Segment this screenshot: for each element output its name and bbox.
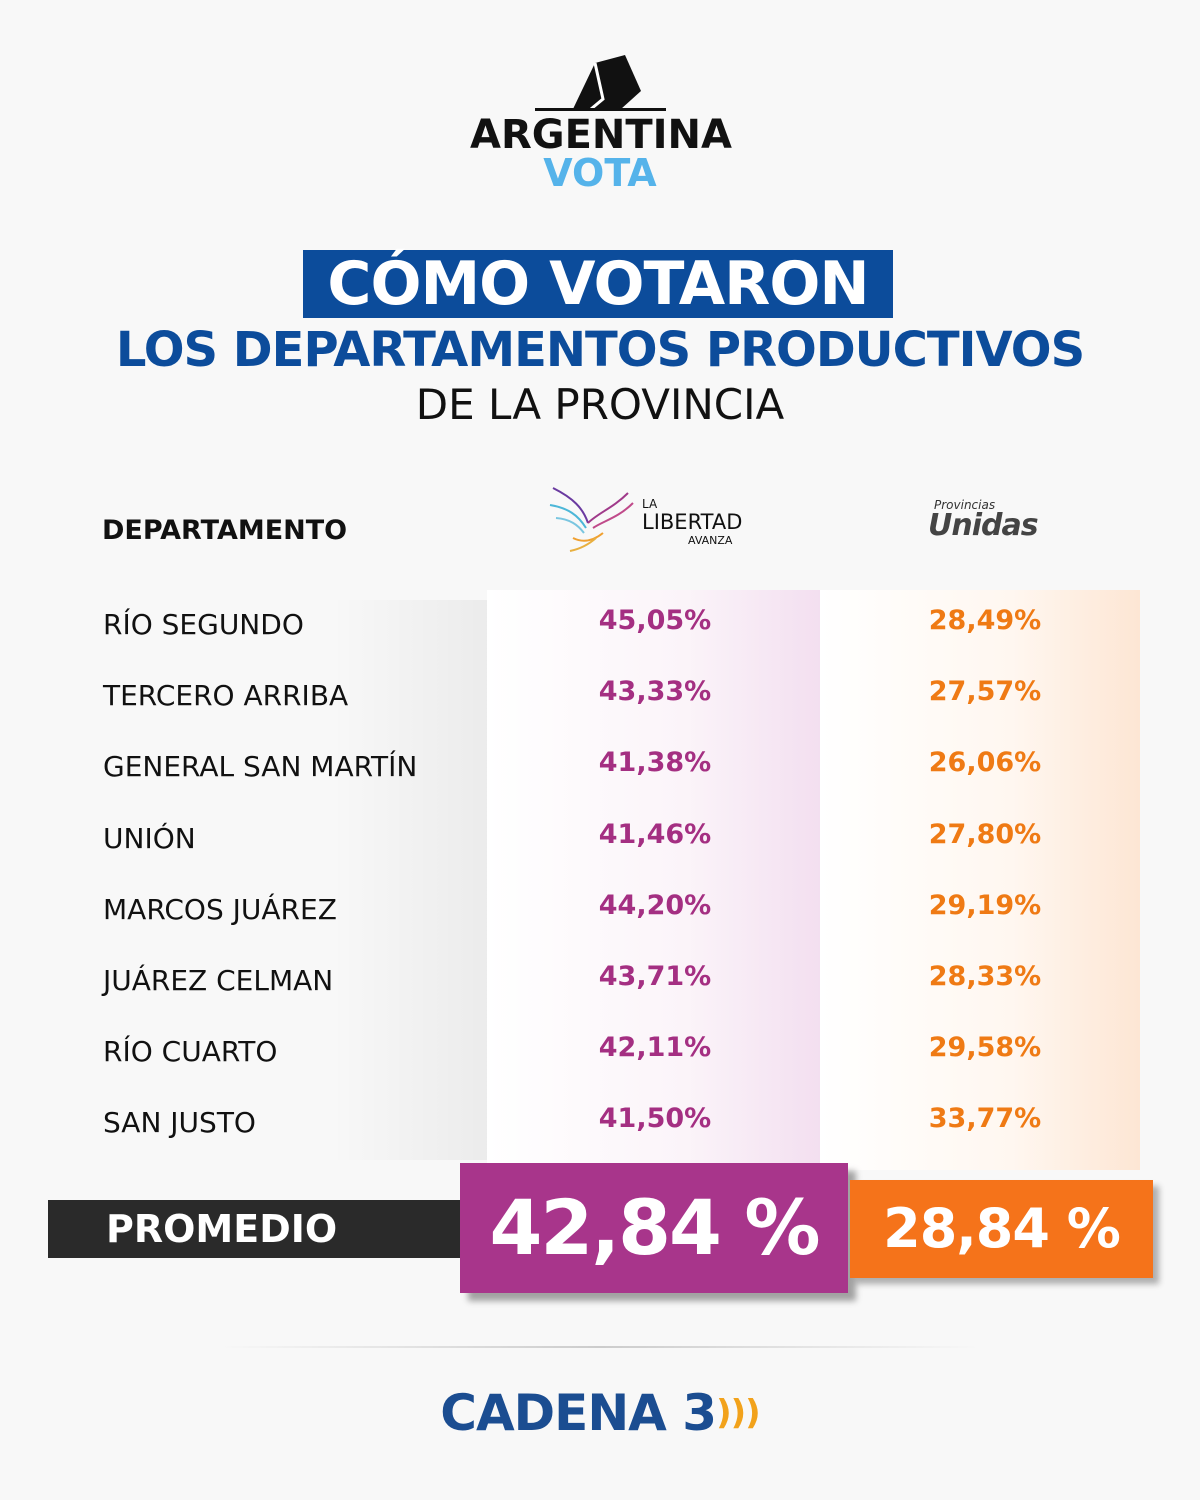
- column-shadow: [330, 600, 487, 1160]
- lla-value: 43,71%: [598, 961, 712, 992]
- cadena3-logo: CADENA 3))): [0, 1384, 1200, 1442]
- eagle-icon: [549, 487, 634, 552]
- lla-value: 44,20%: [598, 889, 712, 921]
- brand-line1: ARGENTINA: [470, 112, 732, 158]
- pu-value: 28,33%: [928, 961, 1042, 992]
- pu-value: 29,58%: [928, 1032, 1042, 1064]
- department-name: RÍO SEGUNDO: [103, 608, 304, 641]
- pu-average: 28,84 %: [850, 1180, 1153, 1278]
- table-row: GENERAL SAN MARTÍN 41,38% 26,06%: [103, 747, 1143, 800]
- pu-column-background: [820, 590, 1140, 1170]
- average-label: PROMEDIO: [48, 1200, 478, 1258]
- department-name: TERCERO ARRIBA: [103, 679, 349, 713]
- lla-value: 42,11%: [598, 1032, 712, 1064]
- lla-value: 43,33%: [598, 676, 712, 708]
- pu-value: 27,57%: [928, 676, 1042, 708]
- ballot-box-icon: [534, 55, 666, 111]
- table-row: RÍO SEGUNDO 45,05% 28,49%: [103, 605, 1143, 658]
- cadena3-text: CADENA 3: [440, 1384, 717, 1442]
- department-name: RÍO CUARTO: [103, 1035, 278, 1069]
- pu-value: 29,19%: [928, 889, 1042, 921]
- table-row: RÍO CUARTO 42,11% 29,58%: [103, 1032, 1143, 1085]
- department-header: DEPARTAMENTO: [102, 515, 348, 546]
- lla-value: 41,50%: [598, 1103, 712, 1135]
- department-name: GENERAL SAN MARTÍN: [103, 750, 418, 784]
- department-name: JUÁREZ CELMAN: [103, 964, 334, 997]
- pu-value: 28,49%: [928, 605, 1042, 636]
- lla-logo-main: LIBERTAD: [642, 510, 743, 534]
- department-name: UNIÓN: [103, 821, 196, 855]
- pu-logo-main: Unidas: [928, 508, 1039, 543]
- lla-logo-sub: AVANZA: [688, 534, 733, 547]
- lla-logo-small: LA: [642, 497, 658, 511]
- lla-value: 45,05%: [598, 605, 712, 636]
- department-name: MARCOS JUÁREZ: [103, 892, 337, 926]
- table-row: MARCOS JUÁREZ 44,20% 29,19%: [103, 889, 1143, 943]
- table-row: JUÁREZ CELMAN 43,71% 28,33%: [103, 961, 1143, 1014]
- lla-column-background: [487, 590, 820, 1170]
- title-line3: DE LA PROVINCIA: [415, 380, 785, 429]
- table-row: UNIÓN 41,46% 27,80%: [103, 818, 1143, 872]
- lla-value: 41,46%: [598, 818, 712, 850]
- radio-waves-icon: ))): [716, 1393, 761, 1433]
- argentina-vota-logo: ARGENTINA VOTA: [470, 55, 732, 205]
- brand-line2: VOTA: [543, 151, 657, 195]
- pu-value: 27,80%: [928, 818, 1042, 850]
- title-line2: LOS DEPARTAMENTOS PRODUCTIVOS: [115, 322, 1085, 378]
- title-highlight: CÓMO VOTARON: [303, 250, 893, 318]
- pu-value: 33,77%: [928, 1103, 1042, 1135]
- footer-divider: [220, 1346, 980, 1348]
- table-row: SAN JUSTO 41,50% 33,77%: [103, 1103, 1143, 1156]
- pu-value: 26,06%: [928, 747, 1042, 779]
- lla-logo: LA LIBERTAD AVANZA: [548, 483, 758, 558]
- lla-value: 41,38%: [598, 747, 712, 779]
- pu-logo-small: Provincias: [934, 498, 996, 512]
- department-name: SAN JUSTO: [103, 1106, 256, 1140]
- provincias-unidas-logo: Provincias Unidas: [928, 498, 1058, 548]
- table-row: TERCERO ARRIBA 43,33% 27,57%: [103, 676, 1143, 729]
- lla-average: 42,84 %: [460, 1163, 848, 1293]
